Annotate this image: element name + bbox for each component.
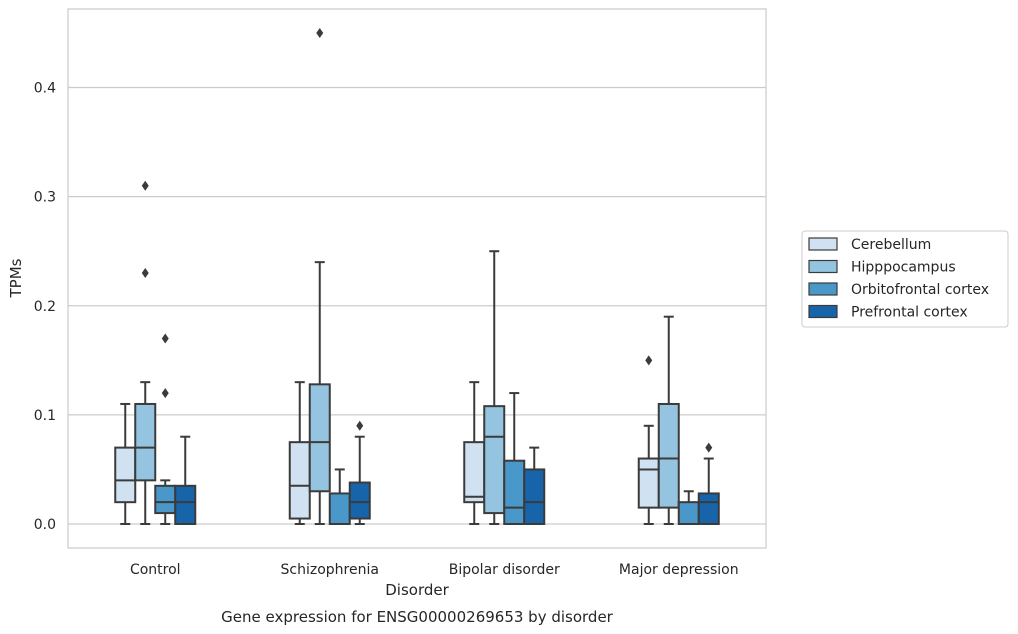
y-tick-labels: 0.0 0.1 0.2 0.3 0.4 <box>34 81 56 533</box>
iqr-box <box>637 457 660 509</box>
iqr-box <box>174 484 197 525</box>
x-tick-label: Major depression <box>619 562 739 578</box>
legend-swatch <box>808 282 838 296</box>
outlier-point <box>161 388 169 399</box>
legend-swatch <box>808 259 838 274</box>
legend-entry: Prefrontal cortex <box>808 304 968 321</box>
legend-entry: Cerebellum <box>808 237 931 253</box>
box-0-3 <box>637 355 660 525</box>
plot-frame <box>67 8 767 549</box>
x-tick-label: Control <box>130 562 181 578</box>
outlier-point <box>161 333 169 344</box>
outlier-point <box>645 355 653 366</box>
iqr-box <box>154 484 177 515</box>
box-1-2 <box>483 250 506 525</box>
box-2-0 <box>154 333 177 525</box>
box-1-3 <box>657 315 680 525</box>
y-tick-label: 0.4 <box>34 81 56 97</box>
outlier-point <box>316 28 324 39</box>
box-3-2 <box>523 446 546 525</box>
box-1-0 <box>134 180 157 525</box>
iqr-box <box>677 501 700 525</box>
legend-frame <box>801 230 1009 328</box>
y-tick-label: 0.1 <box>34 408 56 424</box>
legend-entry: Orbitofrontal cortex <box>808 282 989 298</box>
box-2-2 <box>503 392 526 525</box>
iqr-box <box>483 405 506 515</box>
iqr-box <box>463 441 486 504</box>
legend-label: Orbitofrontal cortex <box>851 282 989 298</box>
iqr-box <box>657 402 680 509</box>
iqr-box <box>308 383 331 493</box>
box-3-3 <box>697 442 720 525</box>
iqr-box <box>134 402 157 482</box>
legend: Cerebellum Hipppocampus Orbitofrontal cort… <box>801 230 1009 328</box>
box-0-0 <box>114 402 137 525</box>
outlier-point <box>705 442 713 453</box>
outlier-point <box>356 420 364 431</box>
legend-label: Prefrontal cortex <box>851 305 968 321</box>
x-tick-label: Schizophrenia <box>281 562 379 578</box>
iqr-box <box>697 492 720 525</box>
x-axis-label: Disorder <box>385 581 449 599</box>
box-0-1 <box>288 381 311 525</box>
box-3-1 <box>348 420 371 525</box>
y-tick-label: 0.0 <box>34 517 56 533</box>
x-tick-label: Bipolar disorder <box>449 562 560 578</box>
boxes <box>114 28 720 525</box>
iqr-box <box>523 468 546 525</box>
outlier-point <box>141 268 149 279</box>
box-1-1 <box>308 28 331 525</box>
y-axis-label: TPMs <box>7 258 25 298</box>
y-tick-label: 0.2 <box>34 299 56 315</box>
figure-caption: Gene expression for ENSG00000269653 by d… <box>221 608 614 626</box>
legend-label: Cerebellum <box>851 237 931 253</box>
iqr-box <box>114 446 137 504</box>
iqr-box <box>288 441 311 520</box>
legend-label: Hipppocampus <box>851 260 956 276</box>
legend-swatch <box>808 304 838 319</box>
iqr-box <box>348 481 371 520</box>
outlier-point <box>141 180 149 191</box>
box-2-3 <box>677 490 700 525</box>
legend-swatch <box>808 237 838 251</box>
iqr-box <box>503 459 526 525</box>
iqr-box <box>328 492 351 525</box>
box-3-0 <box>174 435 197 525</box>
y-tick-label: 0.3 <box>34 190 56 206</box>
legend-entry: Hipppocampus <box>808 259 956 276</box>
x-tick-labels: Control Schizophrenia Bipolar disorder Majo… <box>130 562 739 578</box>
